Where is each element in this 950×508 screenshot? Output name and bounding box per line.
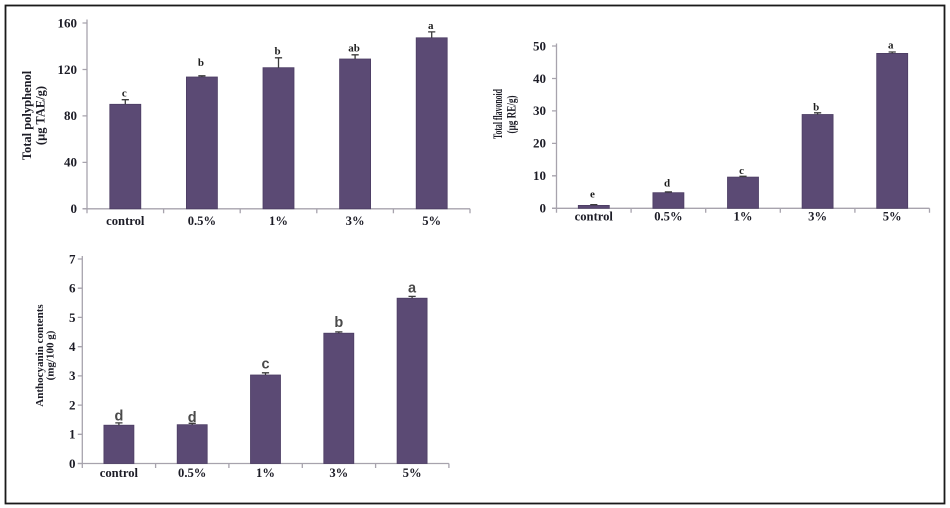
svg-text:40: 40 [64,155,77,170]
svg-text:5%: 5% [403,466,422,480]
svg-text:a: a [408,281,417,297]
svg-text:e: e [590,189,595,201]
svg-text:1: 1 [69,427,76,442]
svg-text:c: c [122,88,127,100]
svg-text:control: control [106,214,145,228]
svg-text:0.5%: 0.5% [654,210,682,224]
svg-text:(µg RE/g): (µg RE/g) [504,96,519,134]
svg-text:Anthocyanin contents: Anthocyanin contents [34,304,46,407]
svg-text:160: 160 [58,15,78,30]
svg-text:c: c [261,357,269,373]
svg-text:a: a [888,39,894,51]
svg-text:(mg/100 g): (mg/100 g) [45,330,57,380]
svg-text:5: 5 [69,310,76,325]
svg-text:120: 120 [58,62,78,77]
svg-text:Total polyphenol: Total polyphenol [20,70,34,160]
svg-text:1%: 1% [269,214,288,228]
svg-text:2: 2 [69,397,76,412]
svg-text:ab: ab [348,43,360,55]
svg-text:5%: 5% [883,210,902,224]
svg-text:7: 7 [69,251,76,266]
svg-text:0: 0 [71,201,78,216]
svg-text:0.5%: 0.5% [178,466,206,480]
svg-text:b: b [334,315,343,331]
svg-text:b: b [274,46,280,58]
svg-text:6: 6 [69,281,76,296]
svg-text:5%: 5% [422,214,441,228]
svg-text:d: d [664,178,670,190]
svg-text:d: d [188,410,197,426]
svg-text:(µg TAE/g): (µg TAE/g) [34,86,48,145]
svg-text:control: control [100,466,139,480]
svg-text:b: b [813,102,819,114]
svg-text:30: 30 [533,103,546,118]
svg-text:3%: 3% [346,214,365,228]
svg-text:b: b [198,57,204,69]
svg-text:50: 50 [533,38,546,53]
svg-text:3%: 3% [808,210,827,224]
svg-text:1%: 1% [734,210,753,224]
svg-text:10: 10 [533,168,546,183]
svg-text:control: control [575,210,614,224]
svg-text:0.5%: 0.5% [188,214,216,228]
svg-text:4: 4 [69,339,76,354]
svg-text:a: a [428,20,434,32]
svg-text:3%: 3% [329,466,348,480]
svg-text:40: 40 [533,71,546,86]
svg-text:1%: 1% [256,466,275,480]
svg-text:0: 0 [69,456,76,471]
svg-text:80: 80 [64,108,77,123]
svg-text:d: d [114,408,123,424]
svg-text:20: 20 [533,136,546,151]
svg-text:Total flavonoid: Total flavonoid [490,89,505,139]
svg-text:c: c [739,165,744,177]
svg-text:3: 3 [69,368,76,383]
svg-text:0: 0 [540,201,547,216]
